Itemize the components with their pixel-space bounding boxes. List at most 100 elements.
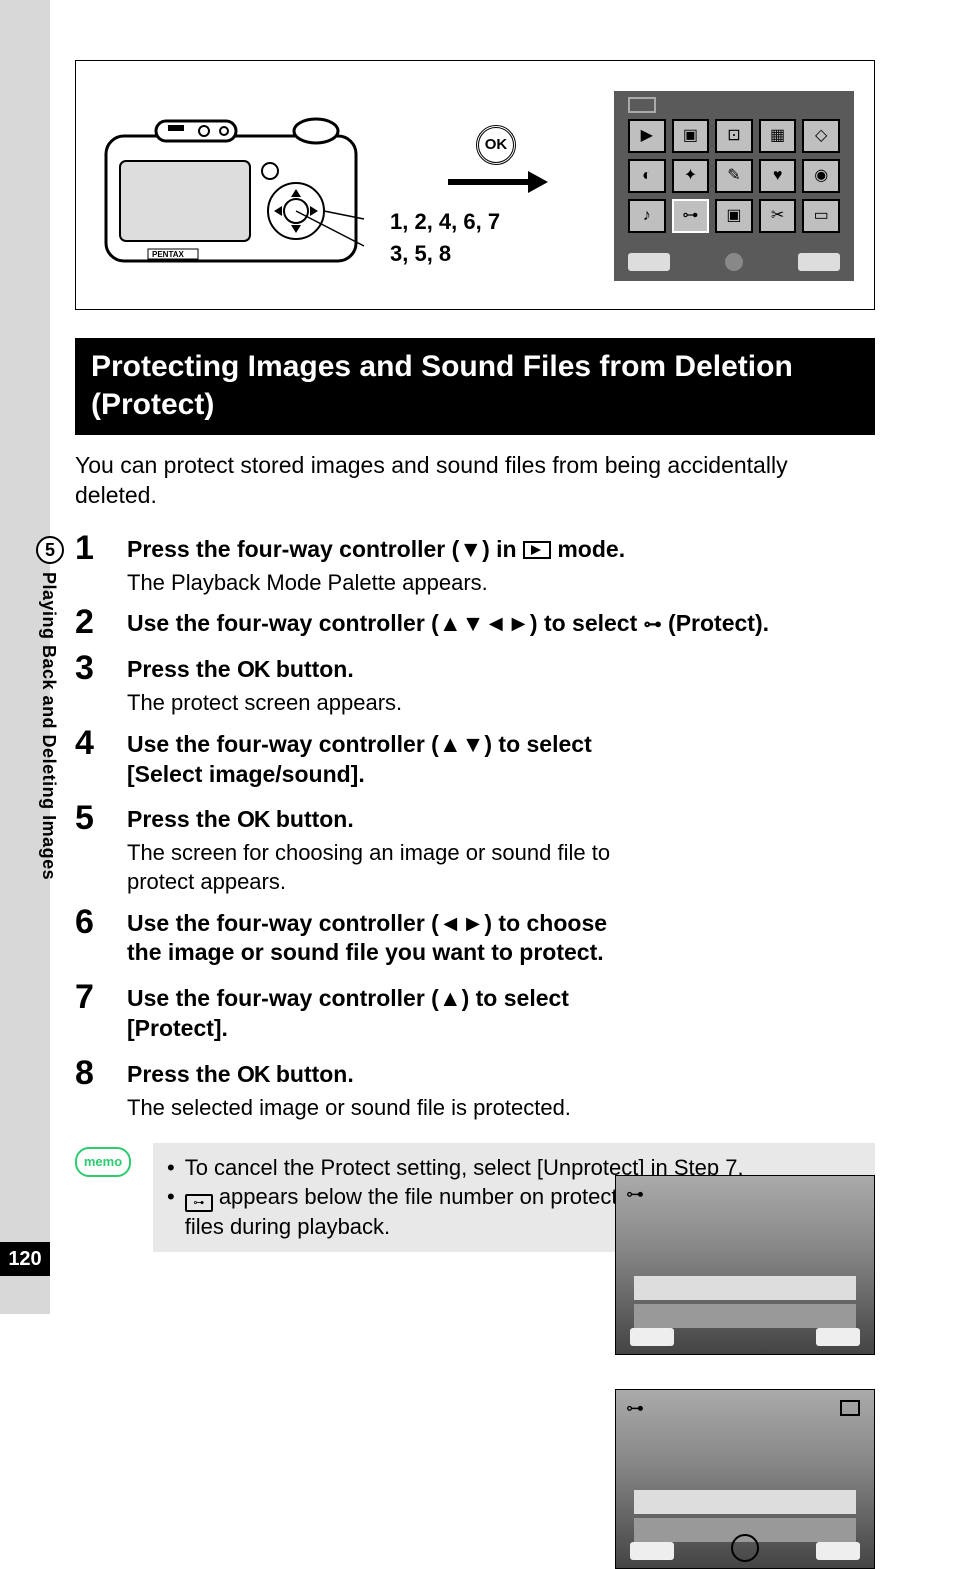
ok-button-diagram: OK bbox=[476, 125, 516, 165]
text: Press the four-way controller ( bbox=[127, 536, 459, 562]
arrow-glyph: ▲ bbox=[439, 985, 462, 1011]
step: 3 Press the OK button. The protect scree… bbox=[75, 651, 875, 717]
step-title: Press the OK button. bbox=[127, 1060, 875, 1090]
step-desc: The screen for choosing an image or soun… bbox=[127, 839, 637, 896]
svg-text:PENTAX: PENTAX bbox=[152, 250, 185, 259]
step-number: 2 bbox=[75, 605, 105, 643]
palette-icon: ▭ bbox=[802, 199, 840, 233]
play-mode-icon bbox=[628, 97, 656, 113]
ok-label: OK bbox=[237, 656, 270, 682]
ok-label: OK bbox=[237, 806, 270, 832]
step-number: 7 bbox=[75, 980, 105, 1048]
arrow-glyph: ▲▼ bbox=[439, 731, 485, 757]
page-content: PENTAX OK 1, 2, 4, 6, 7 3, 5, 8 ▶ ▣ bbox=[75, 60, 875, 1252]
step-desc: The selected image or sound file is prot… bbox=[127, 1094, 875, 1123]
lcd-soft-button bbox=[628, 253, 670, 271]
palette-icon: ✎ bbox=[715, 159, 753, 193]
chapter-label: Playing Back and Deleting Images bbox=[38, 572, 59, 880]
step: 4 Use the four-way controller (▲▼) to se… bbox=[75, 726, 875, 794]
palette-icon: ▣ bbox=[672, 119, 710, 153]
text: Use the four-way controller ( bbox=[127, 610, 439, 636]
callout-steps-controller: 1, 2, 4, 6, 7 bbox=[390, 209, 500, 235]
menu-option-bar bbox=[634, 1276, 856, 1300]
arrow-glyph: ▼ bbox=[459, 536, 482, 562]
step-title: Press the four-way controller (▼) in mod… bbox=[127, 535, 875, 565]
arrow-glyph: ▲▼◄► bbox=[439, 610, 530, 636]
palette-icon: ▶ bbox=[628, 119, 666, 153]
menu-option-bar bbox=[634, 1304, 856, 1328]
palette-icon-protect: ⊶ bbox=[672, 199, 710, 233]
lcd-soft-button bbox=[630, 1328, 674, 1346]
section-title: Protecting Images and Sound Files from D… bbox=[75, 338, 875, 435]
step: 8 Press the OK button. The selected imag… bbox=[75, 1056, 875, 1122]
chapter-number: 5 bbox=[36, 536, 64, 564]
memo-label: memo bbox=[75, 1147, 131, 1177]
protect-icon: ⊶ bbox=[644, 613, 662, 636]
step-desc: The Playback Mode Palette appears. bbox=[127, 569, 875, 598]
step-number: 8 bbox=[75, 1056, 105, 1122]
step-title: Press the OK button. bbox=[127, 655, 637, 685]
ok-label: OK bbox=[237, 1061, 270, 1087]
text: Press the bbox=[127, 806, 237, 832]
playback-icon bbox=[523, 541, 551, 559]
text: mode. bbox=[551, 536, 625, 562]
step-number: 6 bbox=[75, 905, 105, 973]
lcd-protect-image-screenshot: ⊶ bbox=[615, 1389, 875, 1569]
palette-icon: ♥ bbox=[759, 159, 797, 193]
page-number: 120 bbox=[0, 1242, 50, 1276]
protect-badge-icon: ⊶ bbox=[185, 1194, 213, 1212]
protect-icon: ⊶ bbox=[626, 1398, 644, 1419]
text: Press the bbox=[127, 656, 237, 682]
lcd-protect-menu-screenshot: ⊶ bbox=[615, 1175, 875, 1355]
text: button. bbox=[269, 806, 353, 832]
section-intro: You can protect stored images and sound … bbox=[75, 451, 875, 511]
step: 5 Press the OK button. The screen for ch… bbox=[75, 801, 875, 896]
camera-illustration: PENTAX bbox=[96, 101, 366, 271]
text: button. bbox=[269, 1061, 353, 1087]
text: Use the four-way controller ( bbox=[127, 985, 439, 1011]
step-title: Use the four-way controller (▲▼) to sele… bbox=[127, 730, 637, 790]
step-title: Press the OK button. bbox=[127, 805, 637, 835]
step-title: Use the four-way controller (◄►) to choo… bbox=[127, 909, 637, 969]
text: ) to select bbox=[530, 610, 644, 636]
steps-container: 1 Press the four-way controller (▼) in m… bbox=[75, 531, 875, 1123]
step: 6 Use the four-way controller (◄►) to ch… bbox=[75, 905, 875, 973]
top-diagram: PENTAX OK 1, 2, 4, 6, 7 3, 5, 8 ▶ ▣ bbox=[75, 60, 875, 310]
palette-icon: ✂ bbox=[759, 199, 797, 233]
step: 2 Use the four-way controller (▲▼◄►) to … bbox=[75, 605, 875, 643]
arrow-glyph: ◄► bbox=[439, 910, 485, 936]
lcd-soft-button bbox=[816, 1328, 860, 1346]
text: Use the four-way controller ( bbox=[127, 910, 439, 936]
nav-dial-icon bbox=[731, 1534, 759, 1562]
card-icon bbox=[840, 1400, 860, 1416]
step-number: 4 bbox=[75, 726, 105, 794]
lcd-palette-preview: ▶ ▣ ⊡ ▦ ◇ ◐ ✦ ✎ ♥ ◉ ♪ ⊶ ▣ ✂ ▭ bbox=[614, 91, 854, 281]
palette-icon: ◐ bbox=[628, 159, 666, 193]
palette-icon: ▣ bbox=[715, 199, 753, 233]
protect-icon: ⊶ bbox=[626, 1184, 644, 1205]
step: 1 Press the four-way controller (▼) in m… bbox=[75, 531, 875, 597]
step-desc: The protect screen appears. bbox=[127, 689, 637, 718]
chapter-tab: 5 Playing Back and Deleting Images bbox=[32, 536, 68, 880]
arrow-icon bbox=[448, 173, 548, 193]
palette-icon: ⊡ bbox=[715, 119, 753, 153]
step: 7 Use the four-way controller (▲) to sel… bbox=[75, 980, 875, 1048]
lcd-soft-button bbox=[798, 253, 840, 271]
text: (Protect). bbox=[662, 610, 769, 636]
text: Press the bbox=[127, 1061, 237, 1087]
memo-icon: memo bbox=[75, 1147, 135, 1187]
lcd-ok-indicator bbox=[725, 253, 743, 271]
text: button. bbox=[269, 656, 353, 682]
lcd-soft-button bbox=[630, 1542, 674, 1560]
callout-steps-ok: 3, 5, 8 bbox=[390, 241, 451, 267]
lcd-soft-button bbox=[816, 1542, 860, 1560]
step-title: Use the four-way controller (▲) to selec… bbox=[127, 984, 637, 1044]
palette-icon: ◉ bbox=[802, 159, 840, 193]
step-number: 5 bbox=[75, 801, 105, 896]
step-number: 3 bbox=[75, 651, 105, 717]
menu-option-bar bbox=[634, 1490, 856, 1514]
palette-icon: ◇ bbox=[802, 119, 840, 153]
step-title: Use the four-way controller (▲▼◄►) to se… bbox=[127, 609, 875, 639]
palette-icon: ♪ bbox=[628, 199, 666, 233]
palette-icon: ▦ bbox=[759, 119, 797, 153]
